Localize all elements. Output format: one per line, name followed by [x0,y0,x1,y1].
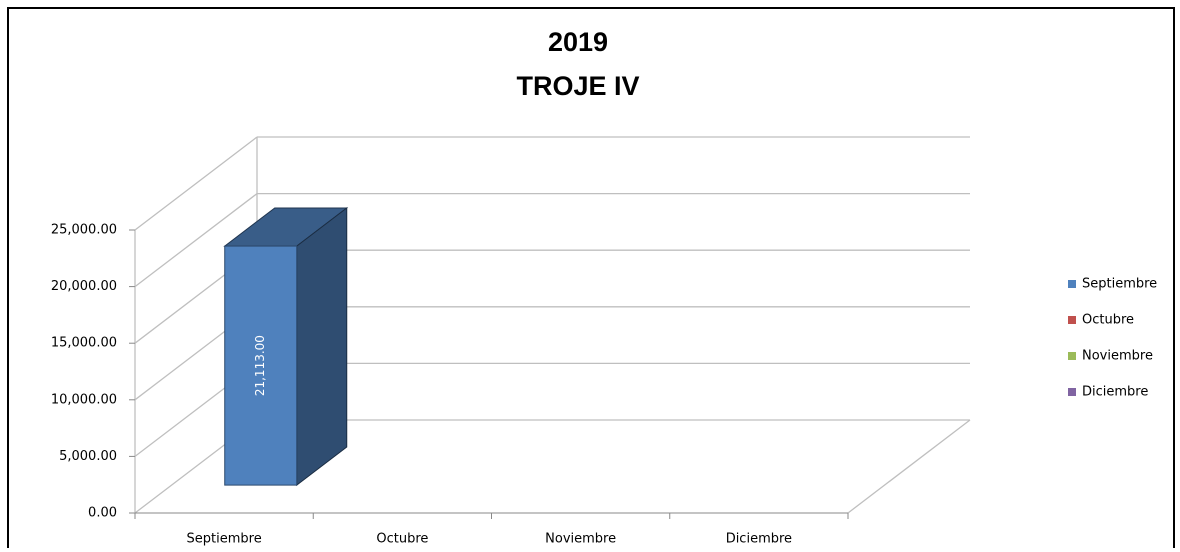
bar-side [296,206,348,487]
y-tick-label: 25,000.00 [51,223,117,238]
value-label: 21,113.00 [253,335,267,396]
x-tick-label: Septiembre [187,532,262,547]
legend-label: Noviembre [1082,349,1153,364]
grid-line-side [134,193,258,288]
bar [224,245,298,486]
legend-label: Septiembre [1082,277,1157,292]
legend-swatch [1068,316,1076,324]
legend-swatch [1068,280,1076,288]
x-tick-label: Octubre [376,532,428,547]
legend-swatch [1068,352,1076,360]
y-tick-label: 5,000.00 [59,449,117,464]
x-tick-label: Diciembre [726,532,792,547]
chart-title: 2019 [548,27,608,57]
grid-line-side [134,136,258,231]
x-tick-label: Noviembre [545,532,616,547]
legend-label: Octubre [1082,313,1134,328]
y-tick-label: 20,000.00 [51,279,117,294]
legend-label: Diciembre [1082,385,1148,400]
floor-right-edge [847,419,971,514]
y-tick-label: 10,000.00 [51,392,117,407]
chart-subtitle: TROJE IV [516,71,639,101]
y-tick-label: 0.00 [88,506,117,521]
legend-swatch [1068,388,1076,396]
frame [7,7,1175,552]
y-tick-label: 15,000.00 [51,336,117,351]
